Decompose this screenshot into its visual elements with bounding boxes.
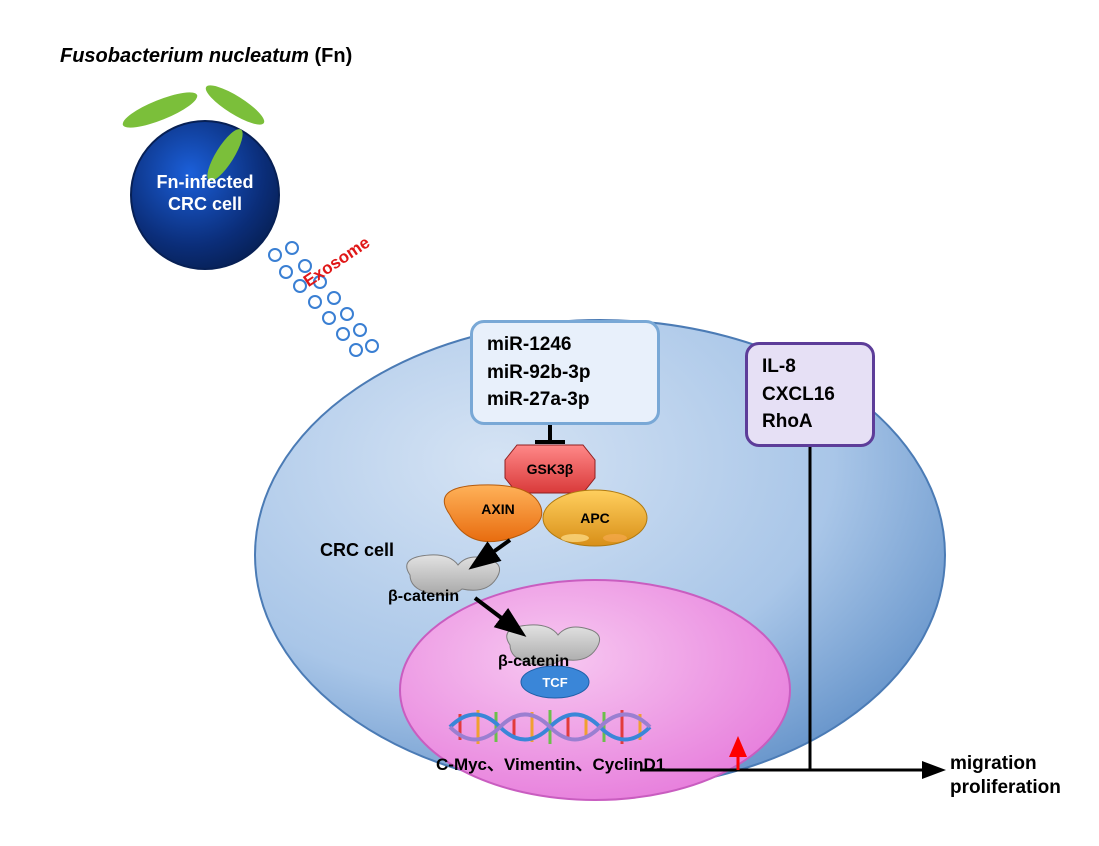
tcf-text: TCF [542,675,567,690]
axin-text: AXIN [481,501,514,517]
outcome-line-1: migration [950,752,1061,776]
apc-text: APC [580,510,610,526]
il-line-1: IL-8 [762,353,858,381]
fn-cell-label1: Fn-infected [157,172,254,192]
mir-box: miR-1246 miR-92b-3p miR-27a-3p [470,320,660,425]
il-line-3: RhoA [762,408,858,436]
gsk-text: GSK3β [527,461,574,477]
mir-line-1: miR-1246 [487,331,643,359]
bcat-nuc-label: β-catenin [498,653,569,671]
outcome-line-2: proliferation [950,776,1061,800]
il-box: IL-8 CXCL16 RhoA [745,342,875,447]
diagram-stage: Fusobacterium nucleatum (Fn) [0,0,1099,846]
apc-shine1 [561,534,589,542]
mir-line-2: miR-92b-3p [487,359,643,387]
crc-cell-label: CRC cell [320,540,394,561]
fn-cell-label2: CRC cell [168,194,242,214]
apc-shine2 [603,534,627,542]
bcat-cyto-label: β-catenin [388,588,459,606]
outcomes: migration proliferation [950,752,1061,800]
targets-text: C-Myc、Vimentin、CyclinD1 [436,750,665,775]
mir-line-3: miR-27a-3p [487,386,643,414]
il-line-2: CXCL16 [762,381,858,409]
